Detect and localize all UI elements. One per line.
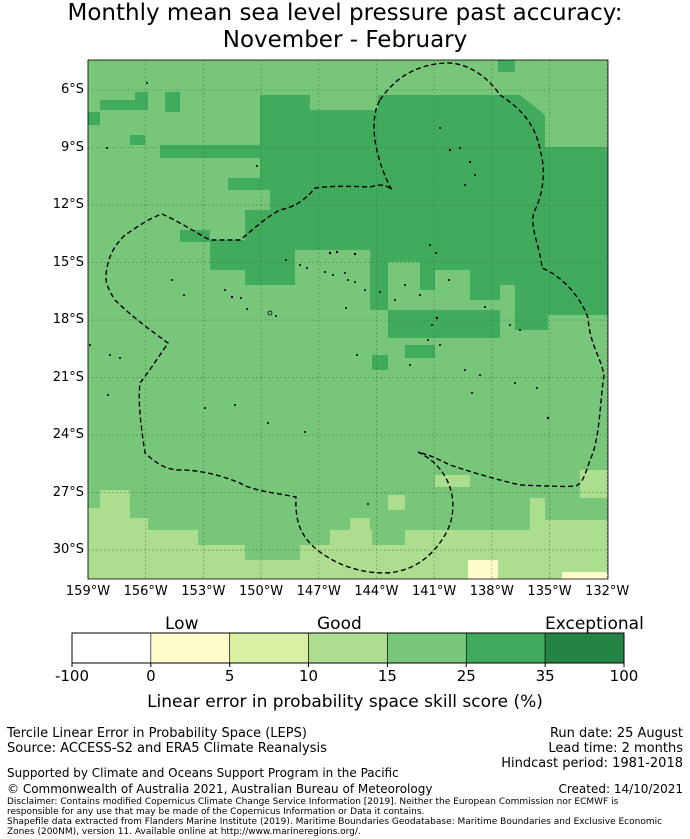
colorbar-segment bbox=[387, 632, 467, 664]
colorbar-segment bbox=[150, 632, 231, 664]
graticule bbox=[87, 60, 608, 579]
method-line: Tercile Linear Error in Probability Spac… bbox=[7, 726, 307, 741]
lon-tick-label: 132°W bbox=[585, 584, 630, 599]
colorbar-exceptional-label: Exceptional bbox=[545, 614, 644, 634]
colorbar-axis-label: Linear error in probability space skill … bbox=[147, 692, 543, 712]
lat-tick-label: 24°S bbox=[52, 427, 84, 443]
lon-tick-label: 147°W bbox=[296, 584, 341, 599]
lat-tick-label: 27°S bbox=[52, 484, 84, 500]
title-line-2: November - February bbox=[222, 27, 468, 53]
disclaimer-line-2: responsible for any use that may be made… bbox=[7, 807, 425, 817]
lat-tick-label: 21°S bbox=[52, 369, 84, 385]
source-line: Source: ACCESS-S2 and ERA5 Climate Reana… bbox=[7, 741, 327, 756]
low-skill-regions bbox=[468, 560, 608, 579]
colorbar bbox=[71, 632, 625, 667]
lat-tick-label: 30°S bbox=[52, 542, 84, 558]
lead-time: Lead time: 2 months bbox=[548, 741, 683, 756]
islands bbox=[89, 82, 550, 505]
disclaimer-line-1: Disclaimer: Contains modified Copernicus… bbox=[7, 797, 619, 807]
colorbar-segment bbox=[465, 632, 546, 664]
colorbar-segment bbox=[544, 632, 625, 664]
colorbar-frame bbox=[71, 632, 625, 664]
colorbar-tick-label: 100 bbox=[609, 667, 639, 685]
high-skill-regions bbox=[88, 60, 608, 370]
lon-tick-label: 135°W bbox=[527, 584, 572, 599]
lon-tick-label: 153°W bbox=[181, 584, 226, 599]
map-frame bbox=[87, 59, 609, 580]
colorbar-segment bbox=[229, 632, 309, 664]
title-line-1: Monthly mean sea level pressure past acc… bbox=[67, 0, 623, 26]
lon-tick-label: 144°W bbox=[354, 584, 399, 599]
lon-tick-label: 138°W bbox=[469, 584, 514, 599]
info-left: Tercile Linear Error in Probability Spac… bbox=[7, 726, 327, 756]
colorbar-tick-label: 25 bbox=[456, 667, 476, 685]
colorbar-segment bbox=[71, 632, 152, 664]
disclaimer: Disclaimer: Contains modified Copernicus… bbox=[7, 797, 687, 837]
colorbar-tick-label: -100 bbox=[54, 667, 90, 685]
lon-tick-label: 159°W bbox=[65, 584, 111, 599]
colorbar-tick-label: 0 bbox=[146, 667, 156, 685]
colorbar-tick-label: 10 bbox=[299, 667, 319, 685]
support-text: Supported by Climate and Oceans Support … bbox=[7, 766, 399, 780]
colorbar-segment bbox=[308, 632, 388, 664]
colorbar-low-label: Low bbox=[165, 614, 199, 634]
lat-tick-label: 12°S bbox=[52, 197, 84, 213]
disclaimer-line-4: Zones (200NM), version 11. Available onl… bbox=[7, 827, 361, 837]
map-title: Monthly mean sea level pressure past acc… bbox=[0, 0, 690, 54]
eez-boundary bbox=[105, 62, 605, 574]
colorbar-tick-label: 35 bbox=[535, 667, 555, 685]
lon-tick-label: 156°W bbox=[123, 584, 168, 599]
lat-tick-label: 18°S bbox=[52, 312, 84, 328]
colorbar-good-label: Good bbox=[317, 614, 362, 634]
lat-tick-label: 15°S bbox=[52, 254, 84, 270]
lat-tick-label: 6°S bbox=[60, 82, 84, 97]
disclaimer-line-3: Shapefile data extracted from Flanders M… bbox=[7, 817, 663, 827]
lon-tick-label: 141°W bbox=[412, 584, 457, 599]
lat-tick-label: 9°S bbox=[60, 139, 84, 155]
hindcast-period: Hindcast period: 1981-2018 bbox=[501, 756, 683, 771]
colorbar-tick-label: 15 bbox=[377, 667, 397, 685]
created-date: Created: 14/10/2021 bbox=[558, 782, 683, 796]
info-right: Run date: 25 August Lead time: 2 months … bbox=[501, 726, 683, 771]
run-date: Run date: 25 August bbox=[549, 726, 683, 741]
copyright-text: © Commonwealth of Australia 2021, Austra… bbox=[7, 782, 433, 796]
colorbar-tick-label: 5 bbox=[224, 667, 235, 685]
lon-tick-label: 150°W bbox=[238, 584, 284, 599]
